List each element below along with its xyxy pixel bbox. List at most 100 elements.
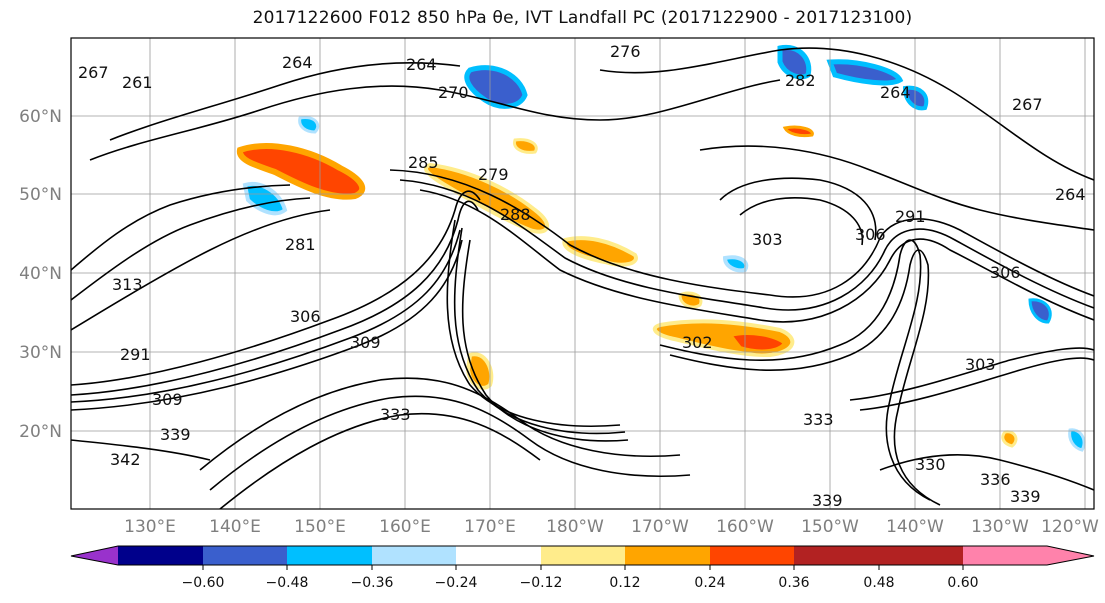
colorbar-segment [456,546,541,565]
longitude-labels: 130°E 140°E 150°E 160°E 170°E 180°W 170°… [124,517,1099,537]
lon-label: 130°E [124,517,176,537]
contour-27 [719,177,877,241]
shade-neg-8 [1068,428,1086,452]
contour-2 [71,200,479,396]
contour-label: 302 [682,333,713,352]
contour-label: 264 [880,83,911,102]
contour-label: 267 [1012,95,1043,114]
colorbar-segment [287,546,372,565]
contour-12 [669,249,941,506]
contour-20 [599,47,1094,181]
contour-23 [209,395,691,491]
colorbar-segment [541,546,625,565]
contour-14 [859,357,1094,411]
colorbar-segment [710,546,794,565]
colorbar-segment [625,546,710,565]
colorbar-tick-label: −0.60 [182,575,225,591]
contour-label: 279 [478,165,509,184]
lon-label: 130°W [971,517,1029,537]
contour-28 [739,197,864,246]
colorbar-tick-label: 0.24 [694,575,725,591]
contour-label: 306 [990,263,1021,282]
contour-15 [71,209,331,331]
contour-label: 309 [350,333,381,352]
contour-9 [399,179,1094,311]
colorbar-tick-label: −0.36 [351,575,394,591]
colorbar-tick-label: −0.12 [520,575,563,591]
colorbar-segment [118,546,203,565]
shade-pos-1 [236,143,366,200]
contour-11 [659,239,931,501]
lat-label: 50°N [19,185,62,205]
shade-pos-5 [726,331,788,354]
contour-24 [219,412,541,509]
contour-21 [699,145,1094,231]
contour-13 [849,347,1094,401]
contour-label: 291 [895,207,926,226]
shade-neg-7 [1028,298,1052,324]
contour-25 [71,439,211,461]
contour-label: 264 [1055,185,1086,204]
colorbar-tick-label: 0.36 [778,575,809,591]
contour-3 [71,229,461,403]
shade-pos-10 [512,138,538,154]
shade-neg-1 [464,65,528,109]
colorbar-tick-label: 0.12 [609,575,640,591]
contour-label: 285 [408,153,439,172]
contour-label: 261 [122,73,153,92]
contour-label: 339 [1010,487,1041,506]
lon-label: 120°W [1041,517,1099,537]
lon-label: 160°E [379,517,431,537]
lon-label: 160°W [716,517,774,537]
shade-pos-3 [562,236,638,267]
colorbar-tick-label: 0.48 [863,575,894,591]
colorbar-tick-label: −0.24 [435,575,478,591]
lon-label: 150°E [294,517,346,537]
contour-10 [389,169,1094,298]
colorbar-ticks [202,565,964,570]
contour-label: 330 [915,455,946,474]
map-frame-bg [71,38,1094,509]
contour-label: 303 [752,230,783,249]
contour-16 [71,197,311,301]
contour-label: 342 [110,450,141,469]
shade-neg-4 [902,85,929,111]
contour-label: 303 [965,355,996,374]
contour-label: 333 [380,405,411,424]
lat-label: 20°N [19,422,62,442]
shade-pos-9 [1001,430,1018,448]
lat-label: 30°N [19,343,62,363]
colorbar-segment [794,546,879,565]
contour-label: 339 [160,425,191,444]
lon-label: 170°W [631,517,689,537]
contour-label: 267 [78,63,109,82]
contour-label: 313 [112,275,143,294]
contour-5 [446,219,621,428]
contour-label: 270 [438,83,469,102]
colorbar-tick-label: 0.60 [947,575,978,591]
colorbar-outline [70,545,1095,566]
contour-19 [109,61,461,141]
map-frame [70,37,1095,510]
contour-label: 264 [282,53,313,72]
map-plot-area: 264 264 276 270 282 267 261 264 267 285 … [71,38,1094,509]
contour-label: 288 [500,205,531,224]
colorbar-segment [372,546,456,565]
colorbar-right-extend [963,546,1094,565]
contour-label: 281 [285,235,316,254]
colorbar-segment [203,546,287,565]
contour-label: 336 [980,470,1011,489]
contour-6 [453,227,626,435]
contour-22 [199,377,681,471]
colorbar: −0.60 −0.48 −0.36 −0.24 −0.12 0.12 0.24 … [70,545,1095,591]
contour-17 [71,184,291,271]
lon-label: 140°W [886,517,944,537]
negative-shading [242,44,1086,452]
contour-label: 306 [855,225,886,244]
lat-label: 40°N [19,264,62,284]
contour-label: 333 [803,410,834,429]
colorbar-segment [879,546,963,565]
contour-7 [461,239,629,442]
contour-label: 282 [785,71,816,90]
